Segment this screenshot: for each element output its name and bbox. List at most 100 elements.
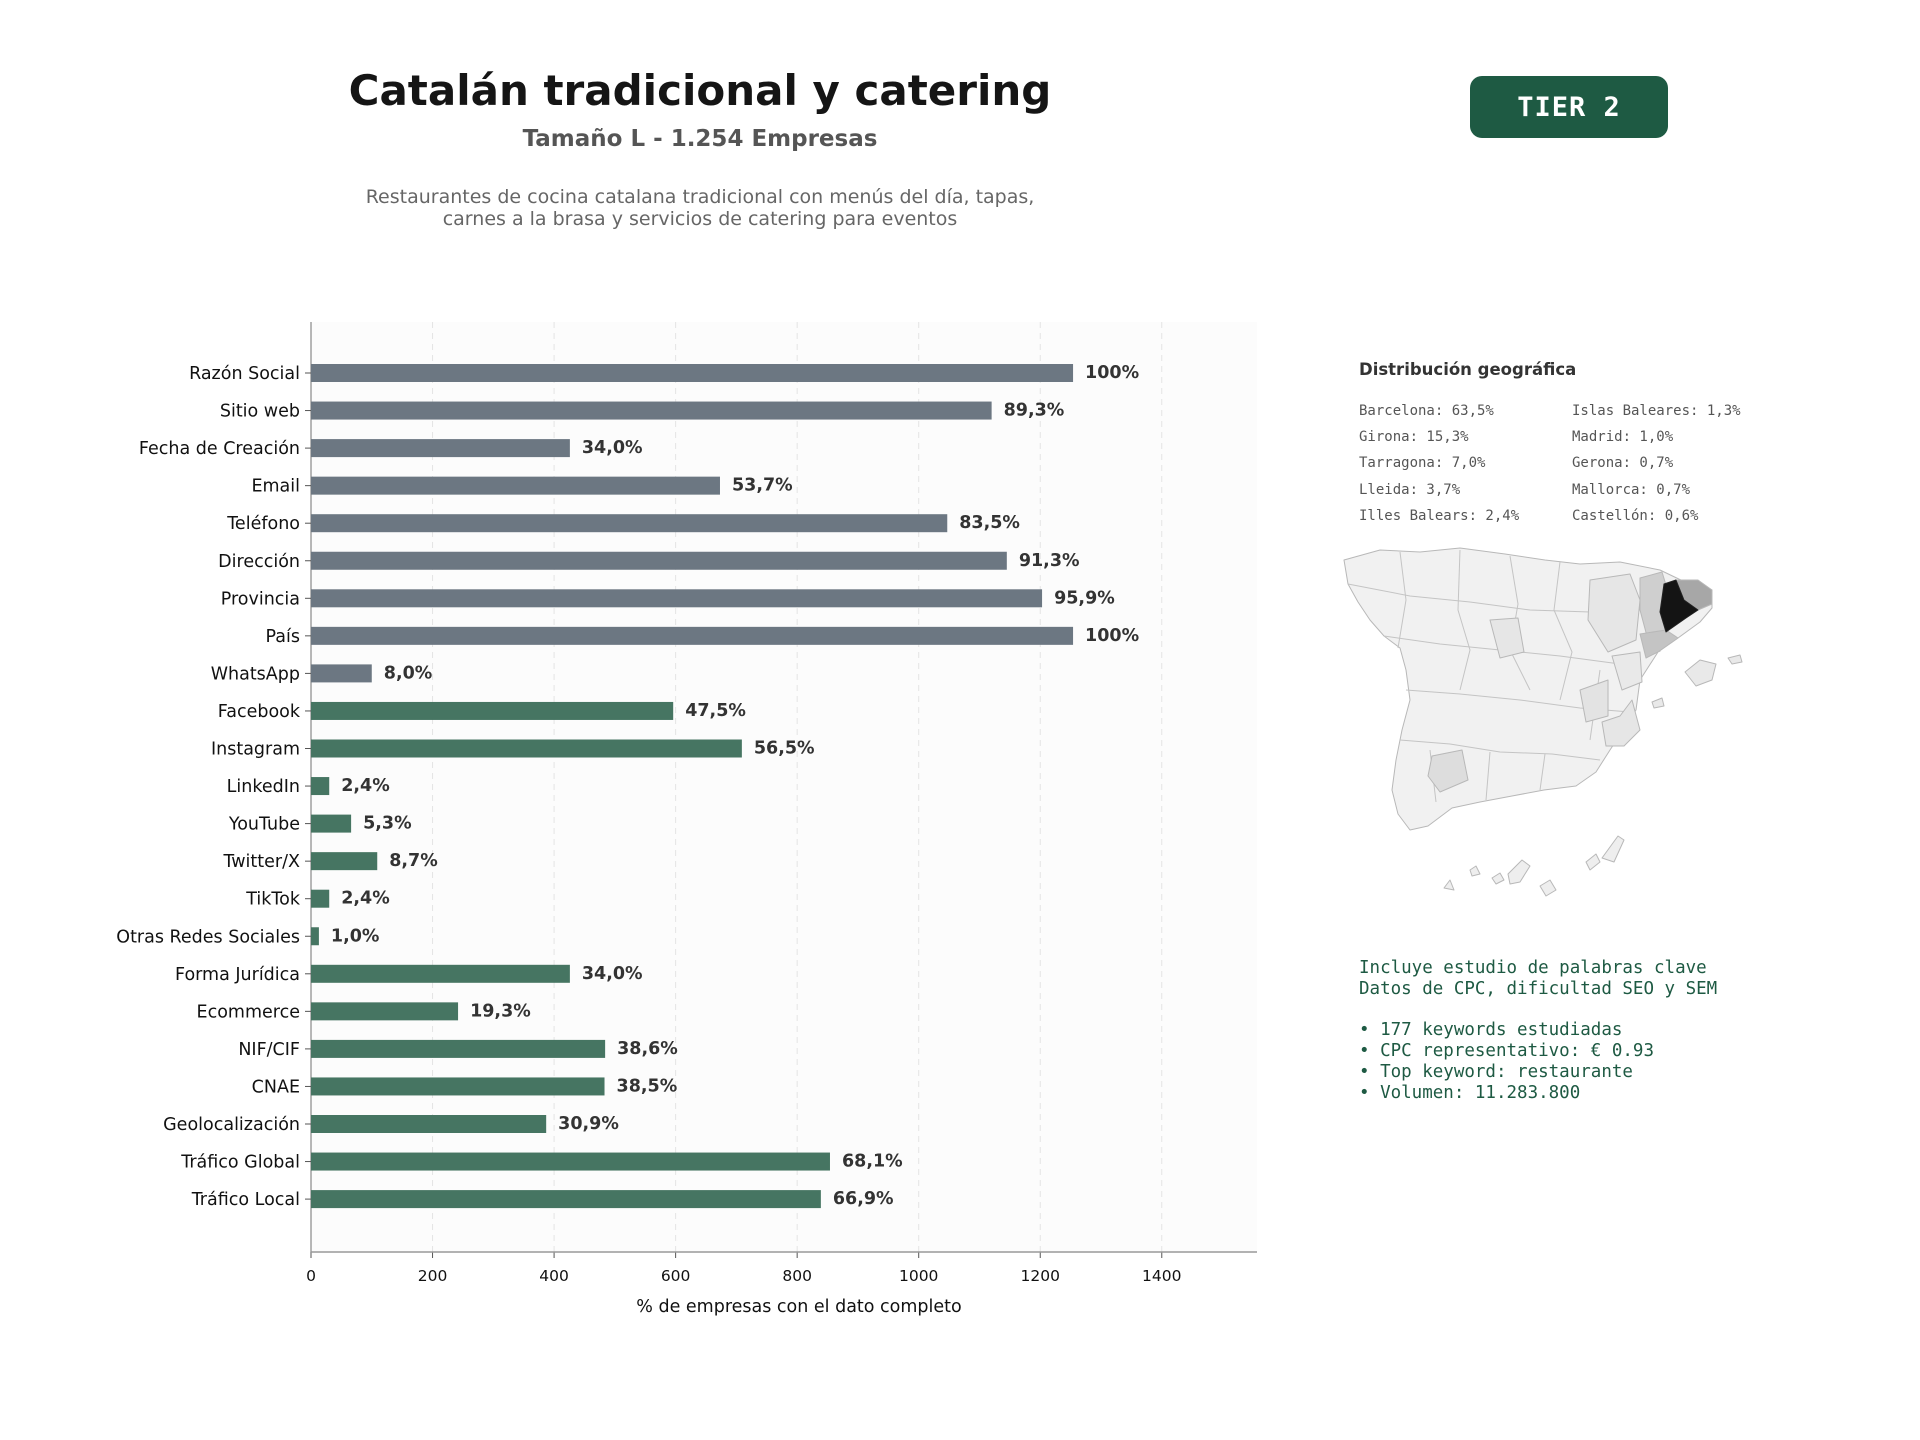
value-label: 47,5% [685, 701, 746, 721]
keywords-bullet: • Volumen: 11.283.800 [1359, 1083, 1581, 1103]
map-tarragona [1639, 629, 1679, 659]
bar [311, 664, 372, 683]
geo-item: Gerona: 0,7% [1572, 455, 1674, 472]
bar [311, 476, 720, 495]
value-label: 68,1% [842, 1152, 903, 1172]
keywords-bullet: • Top keyword: restaurante [1359, 1062, 1633, 1082]
map-canary [1507, 859, 1531, 885]
bar [311, 889, 330, 908]
bar [311, 514, 948, 533]
category-label: Provincia [221, 589, 300, 609]
geo-item: Girona: 15,3% [1359, 429, 1469, 446]
value-label: 2,4% [341, 776, 390, 796]
value-label: 53,7% [732, 476, 793, 496]
keywords-bullet: • CPC representativo: € 0.93 [1359, 1041, 1655, 1061]
value-label: 8,7% [389, 851, 438, 871]
x-tick-label: 800 [782, 1267, 812, 1285]
value-label: 5,3% [363, 814, 412, 834]
x-tick-label: 400 [539, 1267, 569, 1285]
x-tick-label: 600 [661, 1267, 691, 1285]
map-region [1587, 573, 1641, 653]
bar [311, 852, 378, 871]
category-label: Sitio web [220, 402, 300, 422]
category-label: Tráfico Local [191, 1190, 300, 1210]
value-label: 83,5% [959, 513, 1020, 533]
bar [311, 1115, 547, 1133]
bar [311, 626, 1074, 645]
category-label: Razón Social [189, 364, 300, 384]
category-label: Email [251, 477, 300, 497]
value-label: 2,4% [341, 889, 390, 909]
map-region [1489, 617, 1525, 659]
map-region [1579, 679, 1609, 723]
category-label: Twitter/X [222, 852, 300, 872]
keywords-intro-line: Incluye estudio de palabras clave [1359, 958, 1707, 978]
category-label: Dirección [218, 552, 300, 572]
map-region [1601, 699, 1641, 747]
map-barcelona [1659, 579, 1699, 633]
geo-item: Islas Baleares: 1,3% [1572, 403, 1741, 419]
category-label: Forma Jurídica [175, 965, 300, 985]
geo-item: Tarragona: 7,0% [1359, 455, 1486, 472]
value-label: 100% [1085, 363, 1139, 383]
category-label: Fecha de Creación [139, 439, 300, 459]
value-label: 8,0% [384, 663, 433, 683]
category-label: NIF/CIF [238, 1040, 300, 1060]
map-canary [1601, 835, 1625, 863]
x-tick-label: 1000 [899, 1267, 938, 1285]
page-subtitle: Tamaño L - 1.254 Empresas [522, 126, 878, 152]
map-balearic [1727, 654, 1743, 665]
description-line: Restaurantes de cocina catalana tradicio… [365, 186, 1035, 208]
geo-item: Lleida: 3,7% [1359, 481, 1461, 498]
spain-map [1343, 547, 1743, 897]
category-label: Geolocalización [163, 1115, 300, 1135]
geo-item: Castellón: 0,6% [1572, 507, 1699, 524]
geo-item: Barcelona: 63,5% [1359, 403, 1494, 419]
bar [311, 1002, 459, 1021]
value-label: 95,9% [1054, 588, 1115, 608]
x-tick-label: 0 [306, 1267, 316, 1285]
map-canary [1491, 872, 1505, 885]
value-label: 19,3% [470, 1001, 531, 1021]
plot-area [311, 322, 1257, 1252]
category-label: País [266, 627, 300, 647]
category-label: Instagram [211, 740, 300, 760]
value-label: 56,5% [754, 739, 815, 759]
category-label: YouTube [228, 815, 300, 835]
keywords-intro-line: Datos de CPC, dificultad SEO y SEM [1359, 979, 1718, 999]
value-label: 66,9% [833, 1189, 894, 1209]
keywords-bullet: • 177 keywords estudiadas [1359, 1020, 1623, 1040]
category-label: Otras Redes Sociales [116, 927, 300, 947]
geo-distribution-list: Barcelona: 63,5% Islas Baleares: 1,3% Giro… [1359, 398, 1779, 529]
bar [311, 551, 1007, 570]
bar [311, 439, 570, 458]
map-region [1427, 749, 1469, 793]
value-label: 1,0% [331, 926, 380, 946]
map-canary [1443, 879, 1455, 891]
value-label: 100% [1085, 626, 1139, 646]
category-label: Ecommerce [197, 1002, 300, 1022]
bar [311, 964, 570, 983]
tier-badge: TIER 2 [1470, 76, 1668, 138]
value-label: 89,3% [1004, 401, 1065, 421]
geo-distribution-title: Distribución geográfica [1359, 360, 1577, 379]
category-label: Facebook [218, 702, 301, 722]
bar [311, 1152, 830, 1171]
category-label: Tráfico Global [180, 1153, 300, 1173]
bar [311, 401, 992, 420]
value-label: 38,6% [617, 1039, 678, 1059]
map-canary [1469, 865, 1481, 877]
geo-item: Illes Balears: 2,4% [1359, 507, 1520, 524]
bar [311, 1077, 605, 1096]
x-axis-label: % de empresas con el dato completo [636, 1297, 961, 1317]
category-label: TikTok [245, 890, 301, 910]
page-title: Catalán tradicional y catering [348, 66, 1052, 115]
description-line: carnes a la brasa y servicios de caterin… [442, 208, 958, 230]
category-label: Teléfono [226, 514, 300, 534]
value-label: 38,5% [617, 1076, 678, 1096]
value-label: 30,9% [558, 1114, 619, 1134]
category-label: WhatsApp [211, 664, 300, 684]
map-canary [1539, 879, 1557, 897]
x-tick-label: 200 [418, 1267, 448, 1285]
value-label: 34,0% [582, 964, 643, 984]
